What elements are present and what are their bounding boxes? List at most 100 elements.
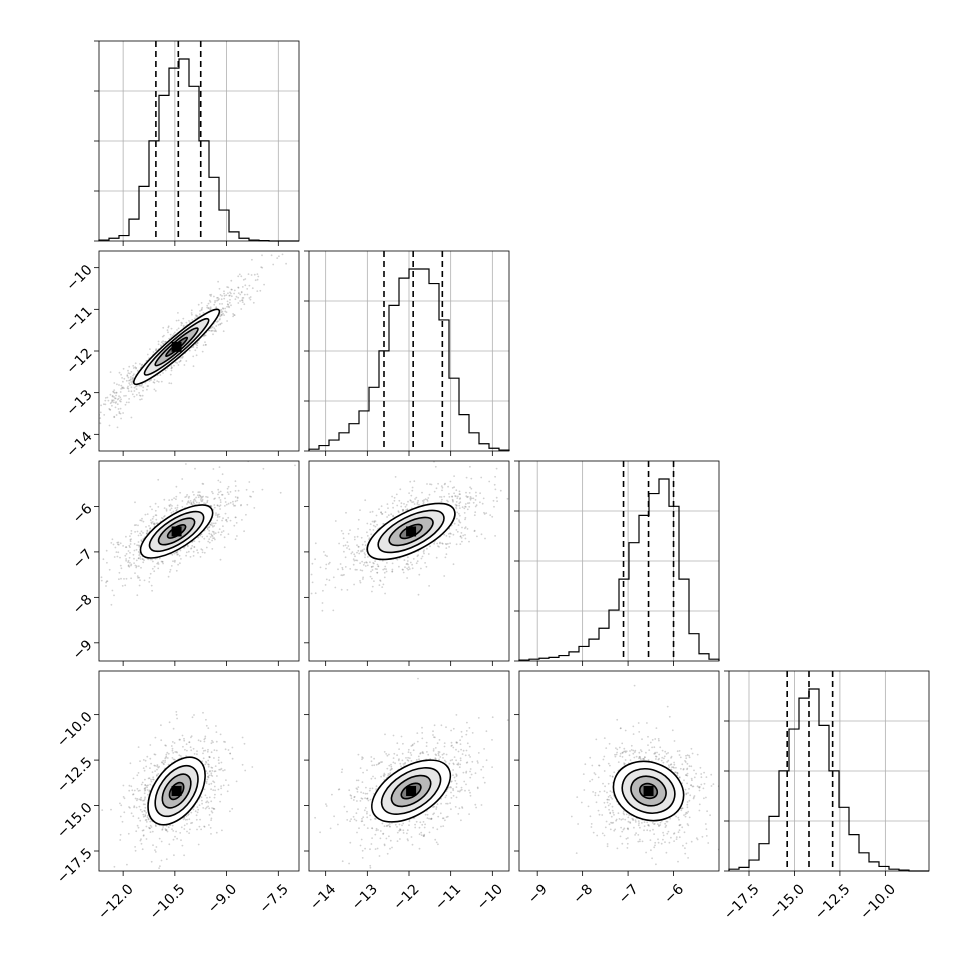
- scatter-point: [211, 535, 214, 537]
- scatter-point: [216, 775, 218, 777]
- scatter-point: [169, 333, 172, 336]
- scatter-point: [214, 532, 217, 535]
- scatter-point: [448, 546, 450, 548]
- scatter-point: [200, 497, 203, 500]
- scatter-point: [219, 323, 222, 326]
- scatter-point: [511, 506, 513, 508]
- scatter-point: [359, 569, 362, 571]
- scatter-point: [120, 388, 122, 390]
- scatter-point: [129, 546, 131, 548]
- scatter-point: [437, 482, 439, 485]
- scatter-point: [369, 848, 371, 851]
- scatter-point: [211, 767, 214, 769]
- scatter-point: [212, 329, 214, 332]
- scatter-point: [406, 829, 409, 832]
- panel-content: [101, 711, 254, 869]
- scatter-point: [115, 394, 117, 397]
- scatter-point: [409, 499, 412, 501]
- scatter-point: [395, 493, 398, 496]
- scatter-point: [376, 563, 379, 566]
- scatter-point: [458, 490, 461, 493]
- scatter-point: [364, 553, 367, 556]
- scatter-point: [181, 356, 184, 359]
- scatter-point: [222, 307, 224, 309]
- scatter-point: [178, 738, 181, 741]
- scatter-point: [128, 556, 131, 559]
- scatter-point: [145, 821, 148, 823]
- scatter-point: [688, 816, 691, 819]
- scatter-point: [127, 564, 130, 567]
- scatter-point: [432, 748, 435, 750]
- scatter-point: [452, 769, 454, 771]
- scatter-point: [223, 769, 226, 771]
- scatter-point: [349, 820, 351, 823]
- contour-line: [148, 510, 205, 553]
- scatter-point: [177, 319, 180, 322]
- scatter-point: [143, 769, 146, 772]
- scatter-point: [401, 568, 404, 571]
- scatter-point: [319, 831, 321, 834]
- scatter-point: [143, 788, 146, 790]
- scatter-point: [444, 796, 447, 799]
- scatter-point: [249, 298, 252, 301]
- scatter-point: [137, 541, 140, 543]
- scatter-point: [382, 568, 385, 571]
- scatter-point: [233, 289, 236, 292]
- scatter-point: [464, 537, 467, 540]
- scatter-point: [485, 512, 488, 514]
- y-tick-label: −9: [70, 637, 96, 663]
- scatter-point: [609, 794, 611, 797]
- scatter-point: [152, 381, 155, 383]
- scatter-point: [421, 737, 424, 740]
- scatter-point: [180, 321, 183, 324]
- scatter-point: [190, 312, 193, 314]
- scatter-point: [346, 810, 348, 813]
- scatter-point: [139, 519, 142, 522]
- scatter-point: [139, 384, 142, 387]
- scatter-point: [201, 306, 204, 309]
- scatter-point: [213, 770, 216, 773]
- scatter-point: [279, 491, 282, 494]
- scatter-point: [138, 576, 141, 579]
- scatter-point: [457, 750, 460, 753]
- x-tick-label: −9.0: [205, 881, 240, 916]
- scatter-point: [114, 406, 117, 409]
- scatter-point: [604, 806, 607, 809]
- scatter-point: [204, 763, 207, 766]
- scatter-point: [449, 802, 451, 804]
- scatter-point: [420, 557, 423, 560]
- scatter-point: [370, 876, 372, 878]
- scatter-point: [213, 533, 216, 535]
- scatter-point: [217, 759, 220, 762]
- scatter-point: [386, 852, 389, 855]
- scatter-point: [361, 820, 364, 822]
- scatter-point: [420, 567, 422, 570]
- scatter-point: [459, 759, 462, 762]
- scatter-point: [148, 581, 151, 583]
- scatter-point: [149, 820, 152, 823]
- scatter-point: [181, 322, 184, 325]
- y-tick-label: −6: [70, 501, 96, 527]
- scatter-point: [115, 401, 117, 403]
- scatter-point: [371, 520, 374, 523]
- scatter-point: [691, 752, 694, 755]
- scatter-point: [629, 821, 631, 824]
- scatter-point: [166, 751, 169, 754]
- density-peak: [171, 341, 182, 352]
- scatter-point: [445, 553, 448, 556]
- scatter-point: [416, 555, 419, 558]
- scatter-point: [244, 769, 247, 772]
- contour-line: [161, 773, 192, 809]
- scatter-point: [125, 546, 128, 548]
- scatter-point: [374, 525, 377, 528]
- scatter-point: [172, 830, 175, 832]
- scatter-point: [460, 819, 462, 822]
- scatter-point: [241, 519, 243, 521]
- scatter-point: [149, 783, 152, 786]
- scatter-point: [418, 847, 421, 850]
- scatter-point: [450, 791, 452, 794]
- scatter-point: [240, 275, 243, 278]
- scatter-point: [182, 355, 184, 358]
- scatter-point: [223, 297, 226, 300]
- scatter-point: [450, 745, 453, 747]
